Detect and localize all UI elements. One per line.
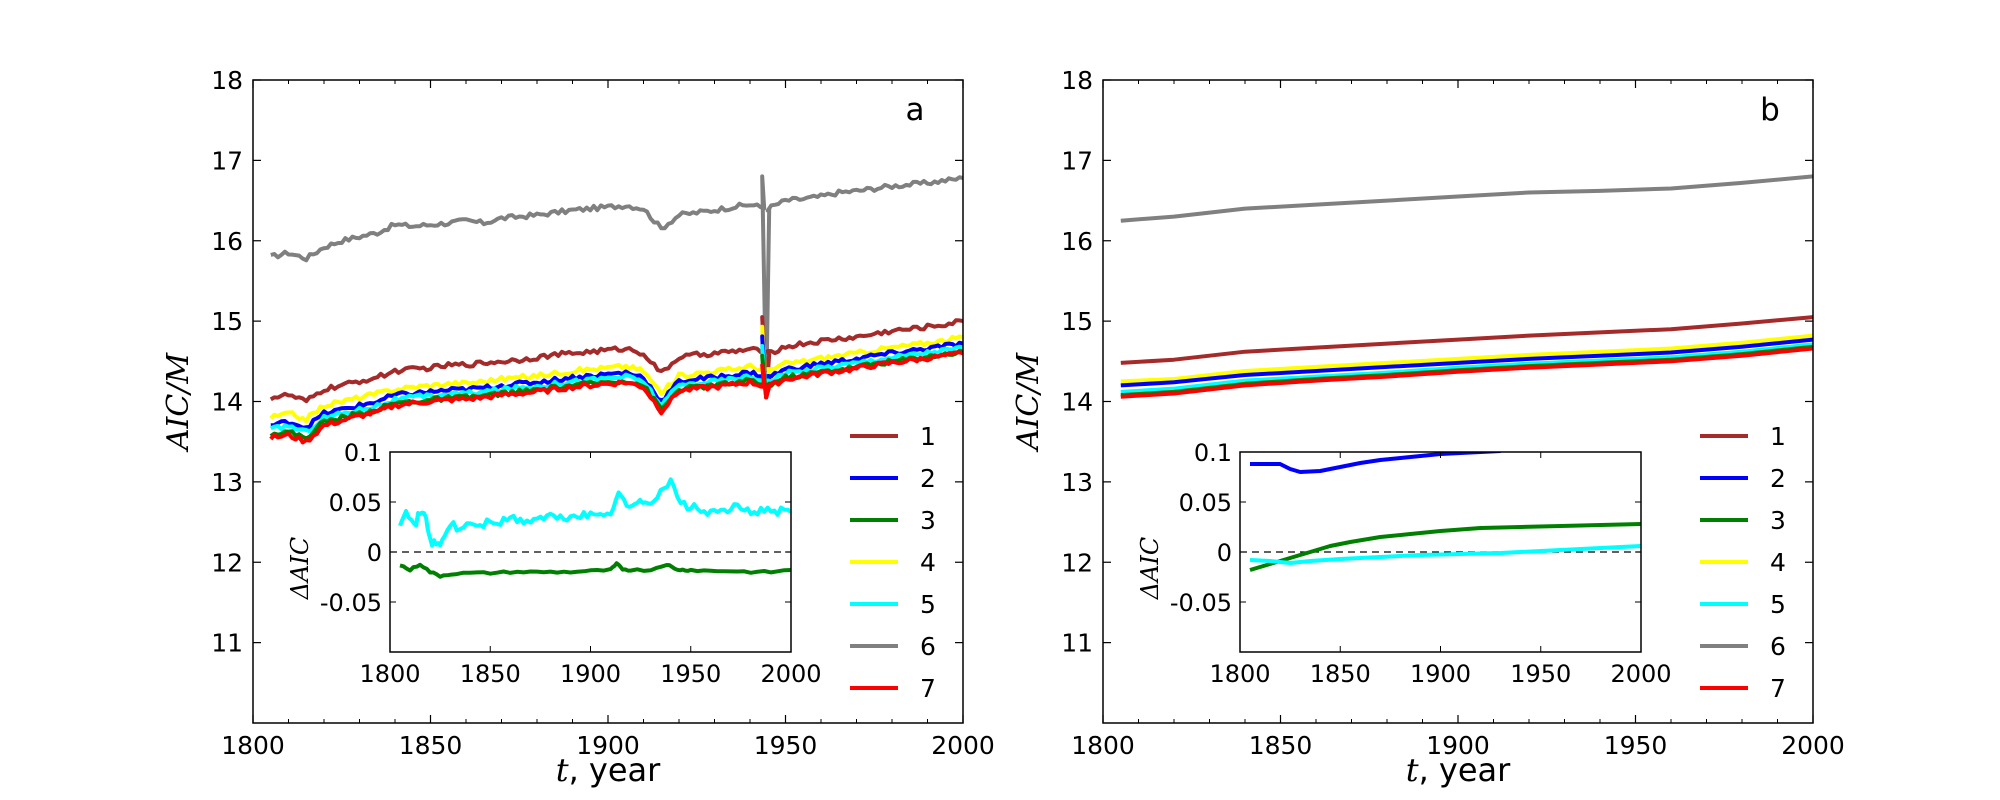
inset: -0.05 0 0.05 0.1 1800 1850 1900 1950 2000 ΔAIC — [1136, 439, 1672, 688]
inset-x-tick-label: 1850 — [1310, 660, 1371, 688]
y-axis-label: AIC/M — [161, 352, 196, 454]
legend-label-6: 6 — [920, 632, 936, 661]
legend-label-7: 7 — [920, 674, 936, 703]
legend-label-3: 3 — [920, 506, 936, 535]
inset-y-axis-label: ΔAIC — [1136, 537, 1164, 601]
inset-y-tick-label: 0 — [367, 539, 382, 567]
inset-y-tick-label: 0 — [1217, 539, 1232, 567]
inset-series-5-line — [1249, 544, 1641, 565]
inset-series-5-line — [398, 477, 791, 548]
panel-letter: b — [1760, 92, 1780, 128]
x-axis-label-italic: t — [1406, 751, 1419, 789]
panel-letter: a — [906, 92, 925, 128]
inset-x-tick-label: 2000 — [760, 660, 821, 688]
inset-x-tick-label: 1900 — [560, 660, 621, 688]
legend-label-4: 4 — [1770, 548, 1786, 577]
inset-x-tick-label: 1850 — [460, 660, 521, 688]
legend-label-4: 4 — [920, 548, 936, 577]
series-7-line — [269, 350, 964, 445]
inset-y-tick-label: 0.05 — [1179, 489, 1232, 517]
y-axis-label: AIC/M — [1011, 352, 1046, 454]
inset-y-tick-label: -0.05 — [320, 589, 382, 617]
y-tick-label: 12 — [211, 548, 243, 577]
inset-series-3-line — [399, 561, 791, 579]
series-6-line — [270, 174, 964, 400]
inset-x-tick-label: 1800 — [1209, 660, 1270, 688]
x-tick-label: 2000 — [1781, 731, 1845, 760]
x-axis-label: t, year — [1406, 751, 1511, 789]
inset-y-tick-label: 0.1 — [1194, 439, 1232, 467]
x-tick-label: 1900 — [576, 731, 640, 760]
inset-x-tick-label: 1800 — [359, 660, 420, 688]
series-4-line — [1120, 333, 1814, 384]
series-1-line — [1120, 315, 1814, 365]
y-tick-label: 11 — [211, 629, 243, 658]
inset-y-tick-label: 0.1 — [344, 439, 382, 467]
inset-x-tick-label: 2000 — [1610, 660, 1671, 688]
legend-label-6: 6 — [1770, 632, 1786, 661]
series-7-line — [1120, 346, 1814, 399]
y-tick-label: 18 — [211, 66, 243, 95]
y-tick-label: 18 — [1061, 66, 1093, 95]
x-tick-label: 1800 — [1071, 731, 1135, 760]
series-2-line — [1120, 337, 1814, 388]
legend-label-2: 2 — [920, 464, 936, 493]
x-axis-label-italic: t — [556, 751, 569, 789]
x-axis-label: t, year — [556, 751, 661, 789]
y-tick-label: 11 — [1061, 629, 1093, 658]
legend-label-7: 7 — [1770, 674, 1786, 703]
x-tick-label: 1900 — [1426, 731, 1490, 760]
y-tick-label: 16 — [1061, 227, 1093, 256]
x-tick-label: 1850 — [399, 731, 463, 760]
inset-y-axis-label: ΔAIC — [286, 537, 314, 601]
y-tick-label: 14 — [1061, 388, 1093, 417]
y-tick-label: 15 — [211, 307, 243, 336]
series-5-line — [1120, 342, 1814, 394]
inset-x-tick-label: 1950 — [1510, 660, 1571, 688]
y-tick-label: 13 — [1061, 468, 1093, 497]
x-tick-label: 1950 — [754, 731, 818, 760]
y-tick-label: 14 — [211, 388, 243, 417]
inset-series-3-line — [1249, 522, 1641, 572]
inset: -0.05 0 0.05 0.1 1800 1850 1900 1950 2000 ΔAIC — [286, 439, 822, 688]
y-tick-label: 17 — [211, 146, 243, 175]
inset-x-tick-label: 1900 — [1410, 660, 1471, 688]
x-tick-label: 1950 — [1604, 731, 1668, 760]
inset-y-tick-label: -0.05 — [1170, 589, 1232, 617]
series-1-line — [269, 315, 964, 404]
inset-series-2-line — [1250, 452, 1501, 474]
series-4-line — [269, 324, 964, 424]
y-tick-label: 12 — [1061, 548, 1093, 577]
plot-frame — [252, 79, 964, 724]
x-tick-label: 1800 — [221, 731, 285, 760]
y-tick-label: 17 — [1061, 146, 1093, 175]
y-tick-label: 15 — [1061, 307, 1093, 336]
x-axis-label-unit: , year — [1419, 751, 1512, 789]
y-tick-label: 16 — [211, 227, 243, 256]
legend-label-1: 1 — [920, 422, 936, 451]
legend-label-2: 2 — [1770, 464, 1786, 493]
legend-label-1: 1 — [1770, 422, 1786, 451]
x-axis-label-unit: , year — [569, 751, 662, 789]
y-tick-label: 13 — [211, 468, 243, 497]
inset-y-tick-label: 0.05 — [329, 489, 382, 517]
legend-label-5: 5 — [1770, 590, 1786, 619]
series-6-line — [1120, 174, 1814, 223]
x-tick-label: 2000 — [931, 731, 995, 760]
legend-label-5: 5 — [920, 590, 936, 619]
plot-frame — [1102, 79, 1814, 724]
legend-label-3: 3 — [1770, 506, 1786, 535]
x-tick-label: 1850 — [1249, 731, 1313, 760]
inset-x-tick-label: 1950 — [660, 660, 721, 688]
